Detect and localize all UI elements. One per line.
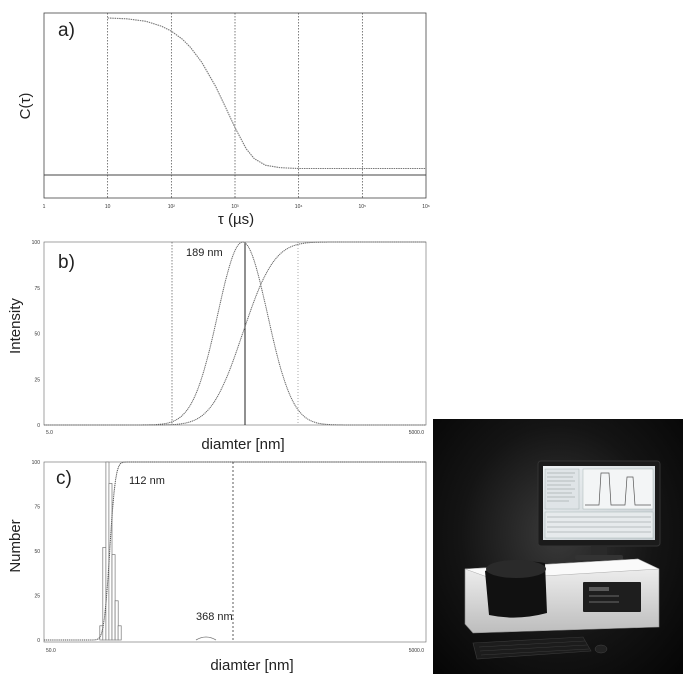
panel-b-x-axis-title: diamter [nm] [201, 436, 284, 453]
panel-b: 0 25 50 75 100 5.0 5000.0 b) 189 nm diamter … [7, 240, 427, 453]
panel-c-label: c) [56, 468, 72, 489]
panel-c-y-tick-label: 100 [32, 460, 41, 466]
panel-c-y-tick-label: 50 [34, 549, 40, 555]
panel-c-secondary-peak [195, 636, 217, 641]
panel-c-x-tick-min: 50.0 [46, 648, 56, 654]
monitor [537, 460, 661, 560]
panel-c-y-tick-label: 0 [37, 638, 40, 644]
panel-b-x-tick-max: 5000.0 [409, 430, 425, 436]
panel-c-cumulative-curve [44, 461, 426, 641]
panel-a-label: a) [58, 20, 75, 41]
mouse [594, 644, 608, 654]
panel-a-x-axis-title: τ (µs) [218, 211, 254, 228]
panel-a-x-tick-label: 10⁶ [422, 204, 430, 210]
dls-instrument [464, 558, 660, 634]
panel-a-x-tick-label: 1 [43, 204, 46, 210]
panel-b-y-axis-title: Intensity [7, 298, 24, 354]
panel-b-y-tick-label: 100 [32, 240, 41, 246]
panel-c-x-tick-max: 5000.0 [409, 648, 425, 654]
panel-b-y-tick-label: 75 [34, 286, 40, 292]
keyboard [472, 636, 592, 660]
panel-c-y-axis-title: Number [7, 519, 24, 572]
panel-a-x-tick-label: 10⁴ [295, 204, 303, 210]
panel-c-histogram-bar [105, 461, 110, 641]
panel-a-x-tick-label: 10⁵ [359, 204, 367, 210]
panel-b-cumulative-curve [44, 241, 426, 426]
panel-c-histogram-bar [114, 600, 119, 641]
panel-b-plot-frame [43, 241, 427, 426]
panel-a-correlation-curve [107, 17, 426, 170]
panel-c-secondary-annotation: 368 nm [196, 611, 233, 623]
panel-b-y-tick-label: 0 [37, 423, 40, 429]
panel-a-x-tick-label: 10³ [231, 204, 239, 210]
panel-c-peak-annotation: 112 nm [129, 475, 165, 487]
panel-c-y-tick-label: 25 [34, 594, 40, 600]
panel-a-y-axis-title: C(τ) [17, 93, 34, 120]
panel-a-x-tick-label: 10 [105, 204, 111, 210]
panel-c-y-ticks: 0 25 50 75 100 [32, 460, 41, 644]
panel-c-histogram-bar [117, 625, 122, 641]
panel-c-histogram-bar [102, 547, 107, 641]
panel-b-peak-annotation: 189 nm [186, 247, 223, 259]
panel-b-y-tick-label: 25 [34, 377, 40, 383]
panel-b-label: b) [58, 252, 75, 273]
panel-b-x-tick-min: 5.0 [46, 430, 53, 436]
panel-a: 1 10 10² 10³ 10⁴ 10⁵ 10⁶ a) τ (µs) C(τ) [17, 12, 430, 228]
panel-a-x-ticks: 1 10 10² 10³ 10⁴ 10⁵ 10⁶ [43, 204, 430, 210]
panel-c-y-tick-label: 75 [34, 505, 40, 511]
panel-c-x-axis-title: diamter [nm] [210, 657, 293, 674]
panel-a-x-tick-label: 10² [168, 204, 176, 210]
panel-c-plot-frame [43, 461, 427, 643]
instrument-photo [433, 419, 683, 674]
panel-c-histogram-bar [111, 554, 116, 641]
panel-b-y-ticks: 0 25 50 75 100 [32, 240, 41, 429]
dls-instrument-photo-icon [464, 460, 661, 660]
panel-b-y-tick-label: 50 [34, 332, 40, 338]
panel-a-grid [107, 13, 363, 198]
